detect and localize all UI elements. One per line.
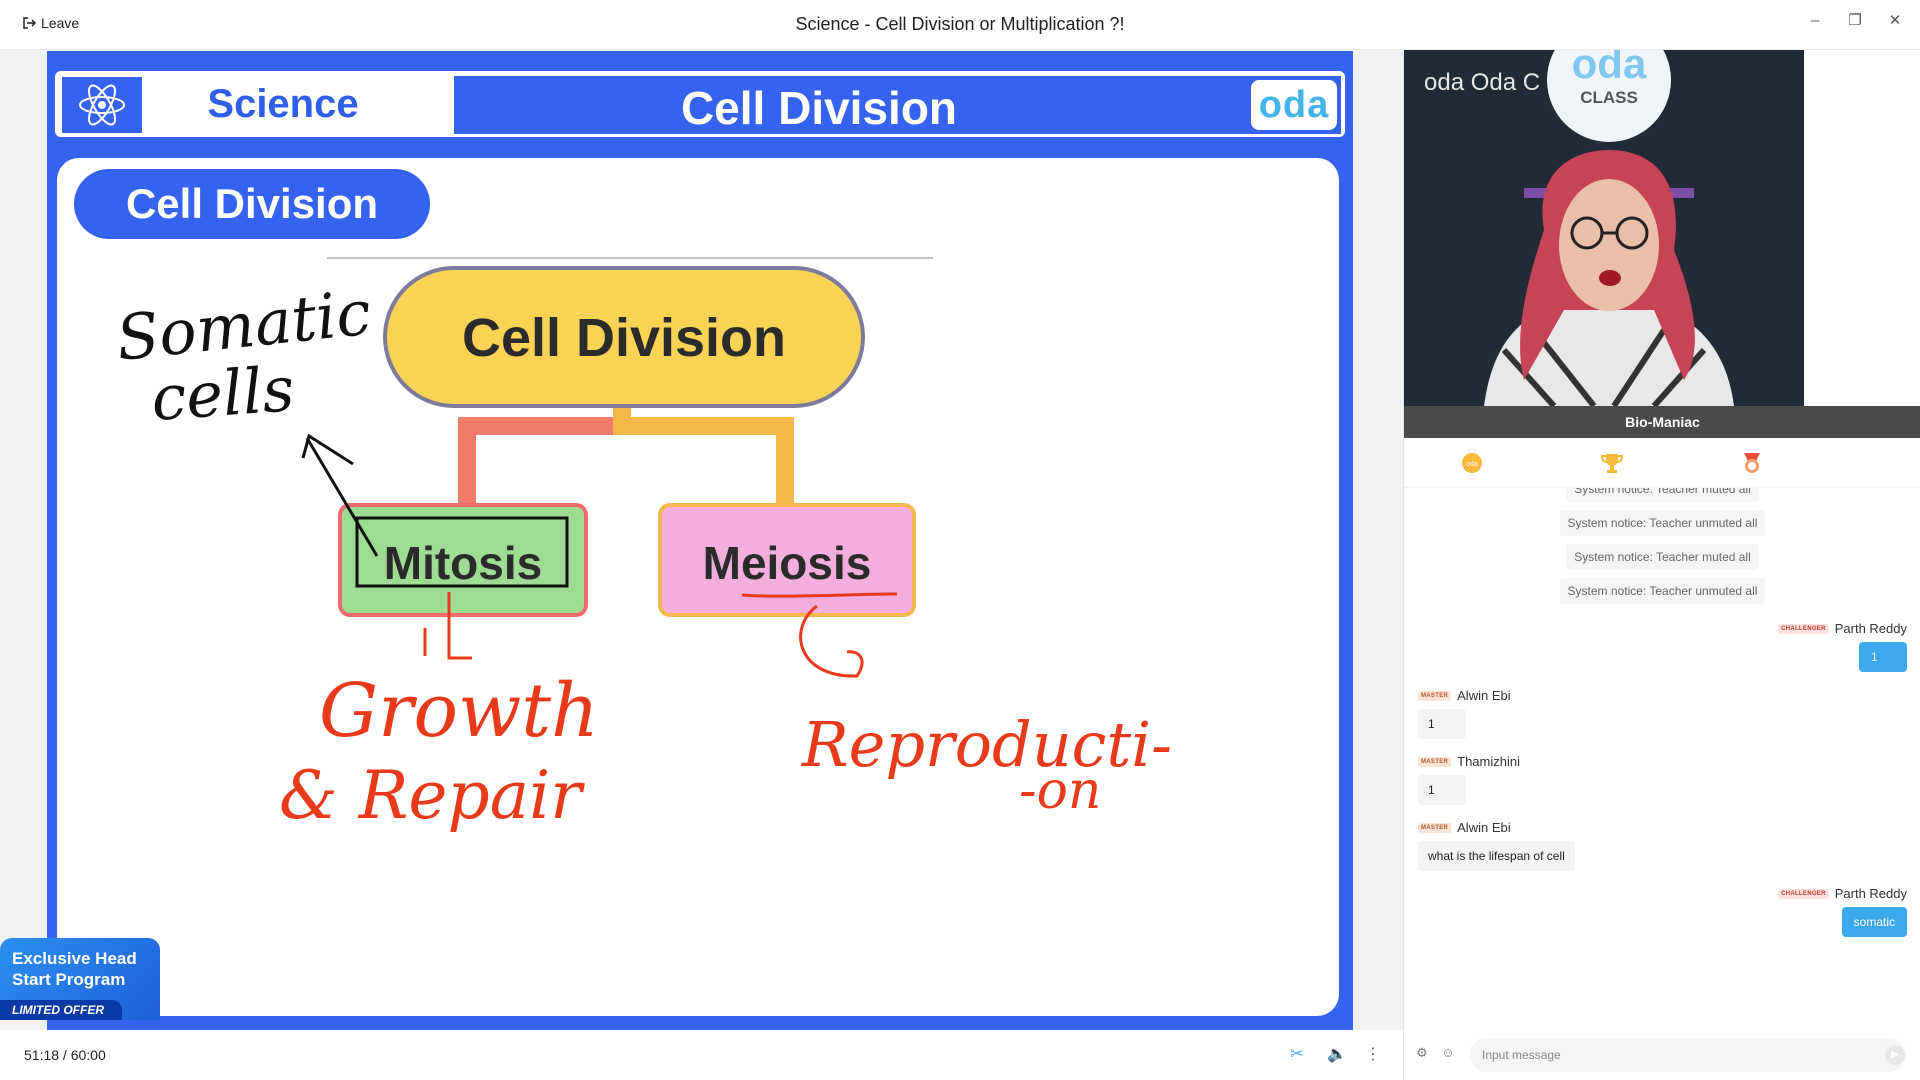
slide-body: Cell Division Cell Division Mitosis Meio… — [57, 158, 1339, 1016]
player-bar: 51:18 / 60:00 ✂ 🔈 ⋮ — [0, 1030, 1403, 1080]
offer-title: Exclusive Head Start Program — [12, 949, 137, 989]
system-notice: System notice: Teacher unmuted all — [1404, 578, 1920, 604]
message-sender: CHALLENGER Parth Reddy — [1778, 886, 1907, 901]
rank-badge: CHALLENGER — [1778, 623, 1829, 634]
system-notice: System notice: Teacher muted all — [1404, 544, 1920, 570]
svg-text:oda Oda C: oda Oda C — [1424, 69, 1540, 96]
cells-ink: cells — [149, 352, 297, 435]
message-bubble: 1 — [1859, 642, 1907, 672]
exit-icon — [23, 17, 36, 29]
stage-area: Science Cell Division oda Cell Division … — [0, 50, 1403, 1030]
message-sender: MASTER Alwin Ebi — [1418, 820, 1511, 835]
connector-left — [458, 403, 631, 508]
teacher-video: oda CLASS oda Oda C Bio-Maniac — [1404, 50, 1920, 438]
root-label: Cell Division — [462, 308, 786, 368]
meiosis-label: Meiosis — [703, 537, 872, 589]
rank-badge: MASTER — [1418, 756, 1452, 767]
black-ink-annotations — [301, 433, 569, 588]
rank-badge: MASTER — [1418, 690, 1452, 701]
scissors-icon[interactable]: ✂ — [1290, 1046, 1304, 1063]
svg-text:oda: oda — [1466, 461, 1478, 468]
message-bubble: 1 — [1418, 775, 1466, 805]
message-bubble: 1 — [1418, 709, 1466, 739]
subject-label: Science — [207, 82, 359, 126]
chat-log: System notice: Teacher muted all System … — [1404, 488, 1920, 1028]
playback-time: 51:18 / 60:00 — [24, 1047, 106, 1063]
settings-icon[interactable]: ⚙ — [1416, 1045, 1428, 1060]
meiosis-node — [658, 503, 916, 617]
root-node — [383, 266, 865, 408]
reproduction-tail-ink: -on — [1019, 761, 1101, 821]
system-notice: System notice: Teacher muted all — [1404, 488, 1920, 502]
message-bubble: somatic — [1841, 907, 1907, 937]
rank-badge: MASTER — [1418, 822, 1452, 833]
message-sender: CHALLENGER Parth Reddy — [1778, 621, 1907, 636]
leave-button[interactable]: Leave — [22, 15, 79, 31]
slide-header: Science Cell Division oda — [55, 71, 1345, 137]
connector-right — [613, 403, 794, 508]
video-feed: oda CLASS oda Oda C — [1404, 50, 1804, 406]
exclusive-offer-banner[interactable]: Exclusive Head Start Program LIMITED OFFE… — [0, 938, 160, 1020]
message-sender: MASTER Alwin Ebi — [1418, 688, 1511, 703]
emoji-icon[interactable]: ☺ — [1441, 1045, 1455, 1060]
close-icon[interactable]: ✕ — [1888, 12, 1902, 29]
oda-logo: oda — [1251, 80, 1337, 130]
window-title: Science - Cell Division or Multiplicatio… — [795, 14, 1125, 34]
chat-input-bar: ⚙ ☺ ▶ — [1404, 1028, 1920, 1080]
header-title-bar: Cell Division oda — [454, 76, 1341, 134]
rank-badge: CHALLENGER — [1778, 888, 1829, 899]
repair-ink: & Repair — [279, 757, 585, 834]
mitosis-label: Mitosis — [384, 537, 542, 589]
cell-division-diagram: Cell Division Mitosis Meiosis Somatic ce… — [113, 257, 1172, 834]
growth-ink: Growth — [319, 668, 599, 754]
send-icon[interactable]: ▶ — [1885, 1045, 1905, 1065]
atom-icon — [62, 77, 142, 133]
reproduction-ink: Reproducti- — [801, 708, 1172, 781]
video-sidebar — [1804, 50, 1920, 406]
limited-offer-tag: LIMITED OFFER — [0, 1000, 122, 1020]
red-ink-annotations — [423, 592, 898, 678]
restore-icon[interactable]: ❐ — [1848, 12, 1862, 29]
more-options-icon[interactable]: ⋮ — [1365, 1046, 1381, 1063]
slide: Science Cell Division oda Cell Division … — [47, 51, 1353, 1030]
medal-icon[interactable] — [1740, 451, 1764, 475]
minimize-icon[interactable]: – — [1810, 12, 1820, 29]
section-pill: Cell Division — [74, 169, 430, 239]
header-title: Cell Division — [680, 82, 958, 134]
message-sender: MASTER Thamizhini — [1418, 754, 1520, 769]
svg-text:oda: oda — [1572, 50, 1647, 87]
oda-coin-icon[interactable]: oda — [1460, 451, 1484, 475]
volume-icon[interactable]: 🔈 — [1327, 1046, 1347, 1063]
teacher-name: Bio-Maniac — [1404, 406, 1920, 438]
leave-label: Leave — [41, 15, 80, 31]
svg-text:CLASS: CLASS — [1580, 88, 1638, 107]
message-input[interactable] — [1470, 1038, 1906, 1072]
right-panel: oda CLASS oda Oda C Bio-Maniac oda — [1403, 50, 1920, 1080]
system-notice: System notice: Teacher unmuted all — [1404, 510, 1920, 536]
trophy-icon[interactable] — [1600, 451, 1624, 475]
title-bar: Leave Science - Cell Division or Multipl… — [0, 0, 1920, 50]
panel-tabs: oda — [1404, 438, 1920, 488]
message-bubble: what is the lifespan of cell — [1418, 841, 1575, 871]
